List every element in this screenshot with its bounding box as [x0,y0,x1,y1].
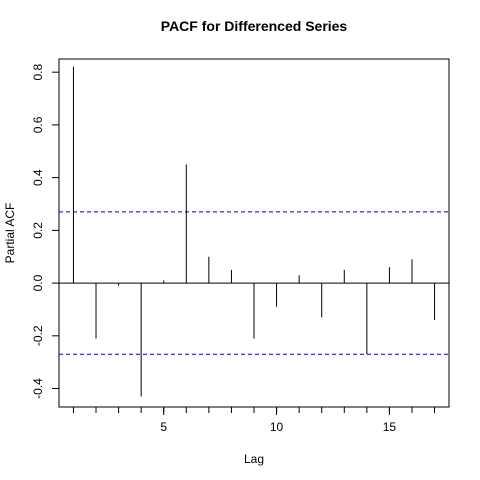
y-tick-label-0.6: 0.6 [31,116,45,133]
y-tick-label-0.4: 0.4 [31,169,45,186]
y-tick-label-0.8: 0.8 [31,64,45,81]
y-tick-label--0.2: -0.2 [31,325,45,346]
x-axis-label: Lag [244,452,264,466]
y-axis-label: Partial ACF [3,203,17,264]
chart-title: PACF for Differenced Series [161,18,348,34]
y-tick-label-0.0: 0.0 [31,274,45,291]
plot-marks [59,66,449,397]
x-tick-label-15: 15 [383,420,397,434]
plot-frame [58,58,450,408]
x-axis: 5 10 15 [72,407,436,434]
y-tick-label-0.2: 0.2 [31,222,45,239]
y-tick-label--0.4: -0.4 [31,378,45,399]
x-tick-label-5: 5 [160,420,167,434]
y-axis: -0.4 -0.2 0.0 0.2 0.4 0.6 0.8 [31,64,59,399]
x-tick-label-10: 10 [270,420,284,434]
